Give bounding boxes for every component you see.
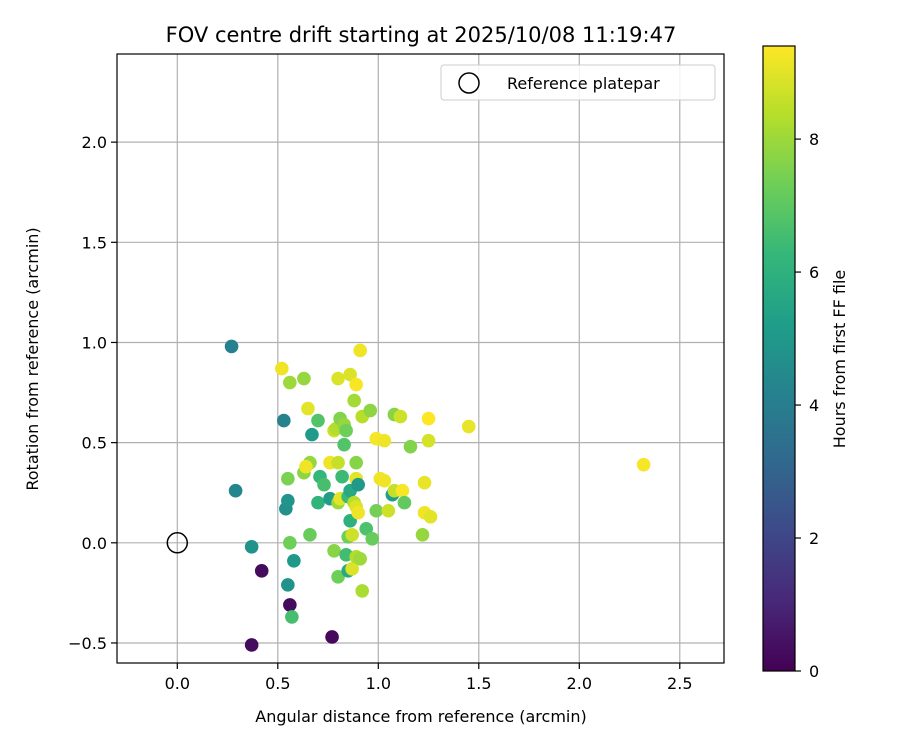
data-point [283,536,297,550]
data-point [331,371,345,386]
data-point [403,439,418,454]
data-point [421,411,436,426]
data-point [395,483,410,498]
colorbar-label: Hours from first FF file [830,270,849,449]
colorbar-tick-label: 6 [809,263,819,282]
data-point [377,433,392,448]
data-point [244,540,259,554]
data-points [224,339,651,652]
data-point [228,483,243,498]
colorbar-tick-label: 8 [809,130,819,149]
y-tick-label: 1.5 [82,233,107,252]
data-point [287,554,301,568]
plot-frame [116,53,725,664]
x-tick-label: 2.5 [667,674,692,693]
data-point [254,564,269,578]
legend-label: Reference platepar [507,74,660,93]
data-point [377,473,392,488]
x-tick-label: 1.0 [366,674,391,693]
data-point [283,375,297,390]
y-axis-ticks: −0.5 0.0 0.5 1.0 1.5 2.0 [68,133,117,653]
y-tick-label: 1.0 [82,333,107,352]
data-point [325,630,339,644]
data-point [281,471,295,486]
colorbar-gradient [762,45,796,672]
data-point [311,495,325,510]
data-point [345,527,359,542]
data-point [355,584,370,598]
data-point [365,531,380,546]
x-tick-label: 2.0 [567,674,592,693]
y-tick-label: 0.0 [82,534,107,553]
data-point [283,598,297,612]
colorbar-tick-label: 4 [809,396,819,415]
data-point [297,371,311,386]
data-point [423,509,438,524]
data-point [369,503,384,518]
data-point [417,475,432,490]
y-tick-label: 2.0 [82,133,107,152]
colorbar-tick-label: 2 [809,529,819,548]
x-axis-label: Angular distance from reference (arcmin) [255,707,586,726]
data-point [339,423,353,438]
data-point [343,367,357,382]
data-point [301,401,315,416]
x-axis-ticks: 0.0 0.5 1.0 1.5 2.0 2.5 [165,663,693,693]
data-point [244,638,259,652]
data-point [281,578,295,592]
data-point [415,527,430,542]
data-point [345,562,359,576]
data-point [393,409,408,424]
y-tick-label: 0.5 [82,434,107,453]
data-point [337,437,351,452]
data-point [224,339,239,354]
data-point [397,495,412,510]
data-point [421,433,436,448]
data-point [303,527,317,542]
y-axis-label: Rotation from reference (arcmin) [23,227,42,490]
data-point [331,570,345,584]
data-point [275,361,289,376]
data-point [359,521,374,536]
data-point [327,544,341,558]
data-point [363,403,378,418]
colorbar: 0 2 4 6 8 Hours from first FF file [762,45,849,681]
data-point [331,455,345,470]
data-point [305,427,319,442]
data-point [349,455,363,470]
data-point [351,505,365,520]
reference-platepar-marker [166,532,189,554]
legend-box [440,64,716,101]
data-point [349,377,363,392]
data-point [299,459,313,474]
data-point [285,610,299,624]
x-tick-label: 0.5 [265,674,290,693]
grid [117,54,724,663]
data-point [461,419,476,434]
data-point [351,477,365,492]
data-point [317,477,331,492]
colorbar-ticks: 0 2 4 6 8 [795,130,819,681]
data-point [347,393,361,408]
data-point [353,552,368,566]
y-tick-label: −0.5 [68,634,107,653]
data-point [381,503,396,518]
chart-title: FOV centre drift starting at 2025/10/08 … [166,23,677,47]
legend-open-circle-icon [458,72,480,94]
data-point [281,493,295,508]
legend: Reference platepar [440,64,716,101]
data-point [636,457,651,472]
data-point [353,343,368,358]
colorbar-tick-label: 0 [809,662,819,681]
data-point [277,413,291,428]
x-tick-label: 0.0 [165,674,190,693]
x-tick-label: 1.5 [466,674,491,693]
data-point [311,413,325,428]
data-point [335,469,349,484]
